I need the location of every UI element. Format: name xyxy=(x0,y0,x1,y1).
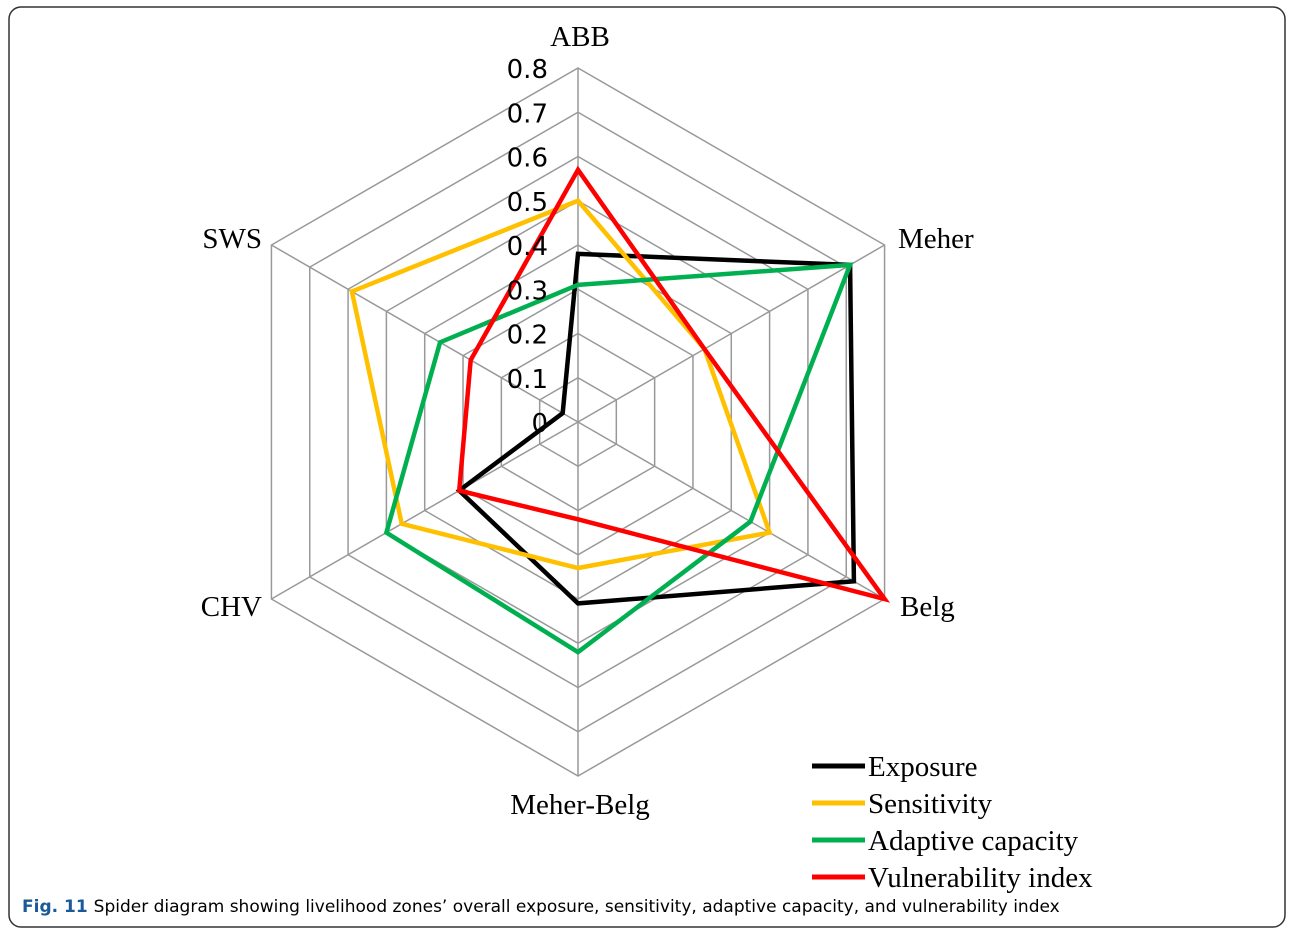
spoke xyxy=(577,244,885,423)
category-label: CHV xyxy=(201,591,262,623)
tick-label: 0.1 xyxy=(507,365,548,395)
caption-label: Fig. 11 xyxy=(22,897,88,917)
tick-label: 0.6 xyxy=(507,144,548,174)
tick-label: 0.4 xyxy=(507,232,548,262)
legend-label: Sensitivity xyxy=(868,788,993,820)
caption-text: Spider diagram showing livelihood zones’… xyxy=(94,897,1060,917)
category-label: SWS xyxy=(202,223,262,255)
category-label: Meher xyxy=(898,223,974,255)
spoke xyxy=(271,421,579,600)
category-label: Meher-Belg xyxy=(510,789,650,821)
series-line xyxy=(456,165,891,603)
grid xyxy=(270,67,886,777)
legend-label: Vulnerability index xyxy=(868,862,1093,894)
tick-label: 0.2 xyxy=(507,321,548,351)
category-label: ABB xyxy=(550,21,610,53)
series-line xyxy=(383,262,854,655)
tick-label: 0.3 xyxy=(507,276,548,306)
tick-label: 0.8 xyxy=(507,55,548,85)
tick-label: 0.5 xyxy=(507,188,548,218)
spoke xyxy=(577,421,885,600)
plot xyxy=(349,165,891,655)
spoke xyxy=(271,244,579,423)
category-label: Belg xyxy=(900,591,955,623)
legend-label: Adaptive capacity xyxy=(868,825,1079,857)
tick-label: 0.7 xyxy=(507,99,548,129)
legend-label: Exposure xyxy=(868,751,978,783)
caption: Fig. 11 Spider diagram showing livelihood… xyxy=(22,897,1060,917)
frame xyxy=(8,6,1286,928)
tick-label: 0 xyxy=(531,409,548,439)
